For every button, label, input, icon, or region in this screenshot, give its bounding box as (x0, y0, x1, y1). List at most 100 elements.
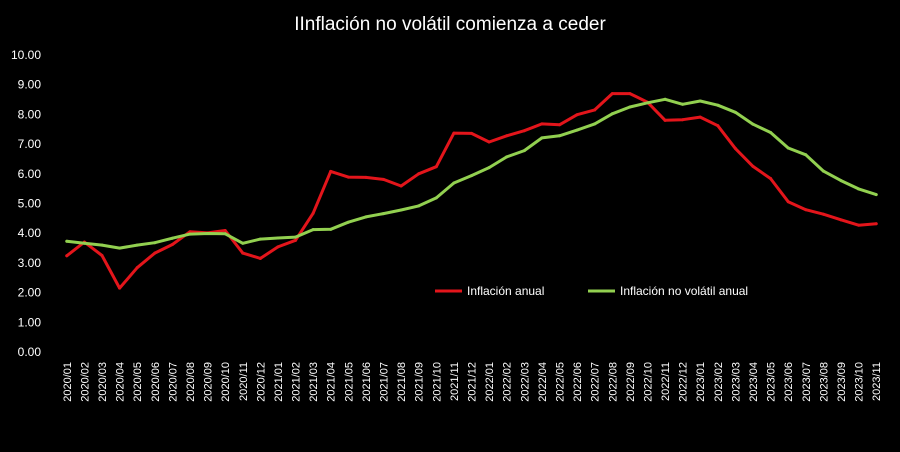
data-point (522, 149, 526, 153)
series-lines (65, 92, 878, 290)
data-point (681, 102, 685, 106)
x-tick-label: 2020/07 (167, 362, 179, 402)
data-point (593, 122, 597, 126)
x-axis-ticks: 2020/01 2020/02 2020/03 2020/04 2020/05 2020/… (62, 362, 883, 402)
data-point (540, 122, 544, 126)
x-tick-label: 2023/08 (818, 362, 830, 402)
data-point (65, 239, 69, 243)
data-point (294, 238, 298, 242)
y-tick-label: 2.00 (18, 286, 42, 300)
y-tick-label: 1.00 (18, 315, 42, 329)
x-tick-label: 2022/12 (678, 362, 690, 402)
data-point (769, 177, 773, 181)
data-point (716, 124, 720, 128)
x-tick-label: 2022/08 (607, 362, 619, 402)
x-tick-label: 2020/05 (132, 362, 144, 402)
x-tick-label: 2021/01 (273, 362, 285, 402)
data-point (487, 166, 491, 170)
data-point (470, 131, 473, 135)
x-tick-label: 2020/11 (238, 362, 250, 401)
y-tick-label: 4.00 (18, 226, 42, 240)
y-tick-label: 10.00 (11, 48, 41, 62)
data-point (434, 196, 438, 200)
data-point (821, 169, 825, 173)
y-tick-label: 8.00 (18, 107, 42, 121)
data-point (804, 153, 808, 157)
data-point (452, 131, 456, 135)
data-point (382, 177, 386, 181)
data-point (346, 175, 350, 179)
chart-title: IInflación no volátil comienza a ceder (294, 14, 606, 35)
data-point (206, 231, 210, 235)
x-tick-label: 2023/09 (836, 362, 848, 402)
data-point (276, 236, 280, 240)
data-point (153, 251, 157, 255)
x-tick-label: 2021/10 (431, 362, 443, 402)
y-tick-label: 9.00 (18, 78, 42, 92)
x-tick-label: 2023/04 (748, 362, 760, 402)
x-tick-label: 2021/06 (361, 362, 373, 402)
data-point (329, 169, 333, 173)
data-point (769, 131, 773, 135)
data-point (628, 105, 632, 109)
data-point (118, 286, 122, 290)
data-point (698, 115, 702, 119)
data-point (557, 134, 561, 138)
y-tick-label: 3.00 (18, 256, 42, 270)
data-point (82, 241, 86, 245)
x-tick-label: 2023/05 (766, 362, 778, 402)
x-tick-label: 2021/07 (379, 362, 391, 402)
x-tick-label: 2023/07 (801, 362, 813, 402)
data-point (698, 99, 702, 103)
x-tick-label: 2023/11 (871, 362, 883, 401)
data-point (258, 256, 262, 260)
legend: Inflación anual Inflación no volátil anua… (435, 284, 748, 298)
data-point (223, 229, 227, 233)
data-point (575, 128, 579, 132)
data-point (294, 235, 298, 239)
x-tick-label: 2023/03 (730, 362, 742, 402)
data-point (258, 237, 262, 241)
data-point (135, 243, 139, 247)
data-point (628, 92, 632, 96)
x-tick-label: 2022/02 (502, 362, 514, 402)
data-point (557, 123, 561, 127)
legend-label-0: Inflación anual (467, 284, 544, 298)
x-tick-label: 2022/03 (519, 362, 531, 402)
data-point (170, 242, 174, 246)
data-point (839, 218, 843, 222)
data-point (857, 187, 861, 191)
x-tick-label: 2022/05 (554, 362, 566, 402)
data-point (663, 97, 667, 101)
data-point (188, 230, 192, 234)
x-tick-label: 2021/09 (414, 362, 426, 402)
data-point (241, 251, 245, 255)
data-point (311, 228, 315, 232)
data-point (241, 241, 245, 245)
data-point (434, 165, 438, 169)
series-line-1 (65, 97, 878, 250)
data-point (522, 129, 526, 133)
x-tick-label: 2022/01 (484, 362, 496, 402)
series-line-0 (65, 92, 878, 290)
data-point (223, 232, 227, 236)
data-point (135, 266, 139, 270)
x-tick-label: 2023/02 (713, 362, 725, 402)
y-tick-label: 7.00 (18, 137, 42, 151)
legend-label-1: Inflación no volátil anual (620, 284, 748, 298)
data-point (593, 108, 597, 112)
data-point (188, 232, 192, 236)
data-point (645, 101, 649, 105)
x-tick-label: 2021/02 (291, 362, 303, 402)
x-tick-label: 2022/07 (590, 362, 602, 402)
data-point (575, 113, 579, 117)
data-point (751, 122, 755, 126)
data-point (505, 134, 509, 138)
data-point (329, 227, 333, 231)
data-point (452, 181, 456, 185)
x-tick-label: 2021/12 (467, 362, 479, 402)
y-tick-label: 6.00 (18, 167, 42, 181)
x-tick-label: 2020/08 (185, 362, 197, 402)
data-point (751, 164, 755, 168)
